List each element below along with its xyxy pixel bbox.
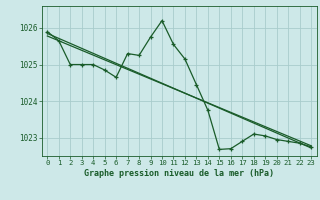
X-axis label: Graphe pression niveau de la mer (hPa): Graphe pression niveau de la mer (hPa) <box>84 169 274 178</box>
